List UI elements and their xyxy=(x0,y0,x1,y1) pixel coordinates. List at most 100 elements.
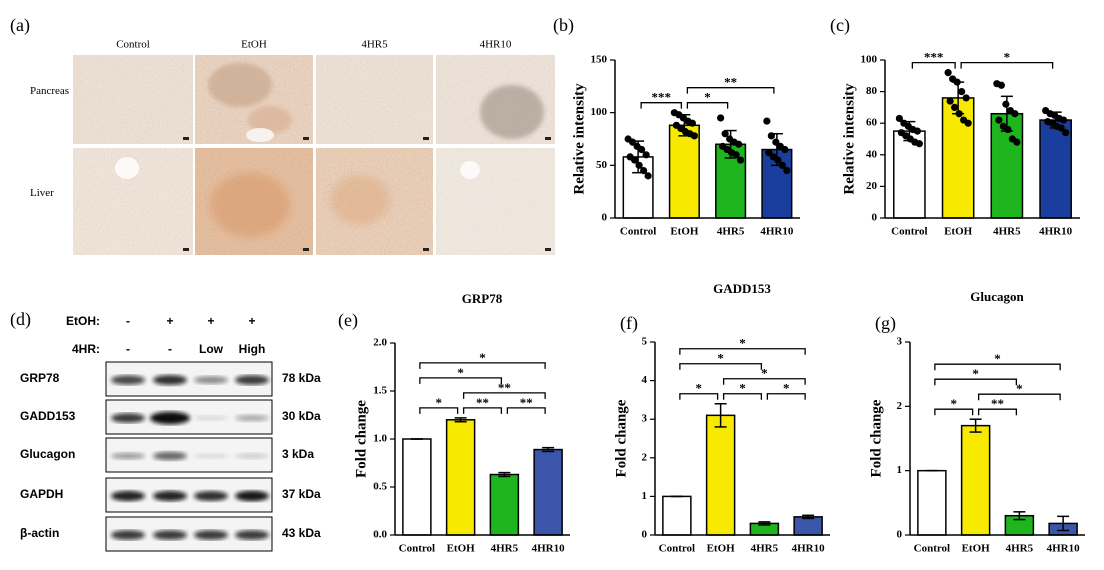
micrograph-texture xyxy=(316,55,433,144)
panel-label: (a) xyxy=(10,15,30,36)
vessel xyxy=(460,161,480,179)
y-tick-label: 5 xyxy=(642,336,648,348)
micrograph xyxy=(316,55,433,144)
significance-bracket xyxy=(934,363,1061,371)
x-tick-label: 4HR10 xyxy=(532,543,566,555)
y-axis-label: Fold change xyxy=(613,399,629,477)
x-tick-label: 4HR5 xyxy=(717,226,745,238)
data-point xyxy=(958,88,966,96)
scale-bar xyxy=(423,137,429,140)
significance-label: * xyxy=(739,336,746,351)
bar xyxy=(445,419,476,536)
x-tick-label: EtOH xyxy=(447,543,476,555)
significance-bracket xyxy=(419,362,546,369)
band xyxy=(194,490,228,502)
band xyxy=(111,375,145,385)
chart-title: GADD153 xyxy=(713,281,771,296)
tissue-patch xyxy=(248,106,292,134)
column-label: 4HR5 xyxy=(361,39,388,51)
protein-size: 30 kDa xyxy=(282,409,321,423)
data-point xyxy=(735,140,743,148)
data-point xyxy=(915,140,923,148)
x-tick-label: EtOH xyxy=(944,226,973,238)
significance-label: * xyxy=(704,90,711,105)
treatment-level: + xyxy=(166,314,173,328)
treatment-level: Low xyxy=(199,342,224,356)
protein-size: 37 kDa xyxy=(282,487,321,501)
bar xyxy=(960,424,991,536)
band xyxy=(194,453,228,459)
significance-label: * xyxy=(436,395,443,410)
band xyxy=(235,453,269,459)
y-tick-label: 1.0 xyxy=(373,433,387,445)
significance-label: * xyxy=(1016,381,1023,396)
significance-label: * xyxy=(972,366,979,381)
error-bar xyxy=(498,471,511,478)
band xyxy=(153,490,187,502)
y-tick-label: 100 xyxy=(591,106,608,118)
bar xyxy=(533,448,563,536)
error-bar xyxy=(1057,515,1070,532)
significance-bracket xyxy=(911,61,956,69)
band xyxy=(111,452,145,460)
band xyxy=(194,415,228,421)
data-point xyxy=(1011,110,1019,118)
x-tick-label: 4HR5 xyxy=(751,543,779,555)
band xyxy=(111,490,145,502)
data-point xyxy=(1060,116,1068,124)
significance-bracket xyxy=(462,392,546,399)
band xyxy=(235,414,269,422)
scale-bar xyxy=(303,248,309,251)
data-point xyxy=(774,156,782,164)
significance-bracket xyxy=(686,102,729,109)
significance-bracket xyxy=(722,378,806,385)
panel-label: (c) xyxy=(830,15,850,36)
y-tick-label: 4 xyxy=(642,374,648,386)
x-tick-label: Control xyxy=(620,226,656,238)
significance-bracket xyxy=(419,377,503,384)
protein-size: 43 kDa xyxy=(282,526,321,540)
significance-bracket xyxy=(640,102,683,109)
data-point xyxy=(781,145,789,154)
x-tick-label: 4HR5 xyxy=(1006,543,1034,555)
scale-bar xyxy=(183,137,189,140)
significance-bracket xyxy=(679,348,806,355)
significance-label: * xyxy=(951,396,958,411)
x-tick-label: 4HR10 xyxy=(1047,543,1081,555)
x-tick-label: 4HR5 xyxy=(491,543,519,555)
significance-label: *** xyxy=(924,50,944,65)
protein-name: GAPDH xyxy=(20,487,63,501)
significance-bracket xyxy=(686,87,775,94)
data-point xyxy=(995,116,1003,124)
data-point xyxy=(732,151,740,159)
bar xyxy=(1039,119,1072,219)
treatment-level: High xyxy=(239,342,266,356)
scale-bar xyxy=(183,248,189,251)
band xyxy=(194,376,228,384)
micrograph xyxy=(436,148,555,255)
y-tick-label: 2.0 xyxy=(373,337,387,349)
error-bar xyxy=(969,418,982,433)
band xyxy=(111,413,145,423)
x-tick-label: 4HR10 xyxy=(760,226,794,238)
error-bar xyxy=(454,417,467,423)
x-tick-label: EtOH xyxy=(962,543,991,555)
band xyxy=(153,374,187,386)
significance-label: * xyxy=(479,350,486,365)
bar xyxy=(489,473,520,536)
error-bar xyxy=(1000,95,1013,132)
protein-name: GADD153 xyxy=(20,409,76,423)
error-bar xyxy=(714,403,727,428)
significance-bracket xyxy=(419,407,459,414)
data-point xyxy=(783,167,791,175)
data-point xyxy=(631,156,639,164)
treatment-level: - xyxy=(168,342,172,356)
scale-bar xyxy=(545,248,551,251)
data-point xyxy=(1062,129,1070,137)
significance-label: * xyxy=(717,351,724,366)
y-axis-label: Fold change xyxy=(353,400,369,478)
data-point xyxy=(964,119,972,127)
islet xyxy=(480,85,544,139)
error-bar xyxy=(542,446,555,453)
data-point xyxy=(688,119,696,127)
